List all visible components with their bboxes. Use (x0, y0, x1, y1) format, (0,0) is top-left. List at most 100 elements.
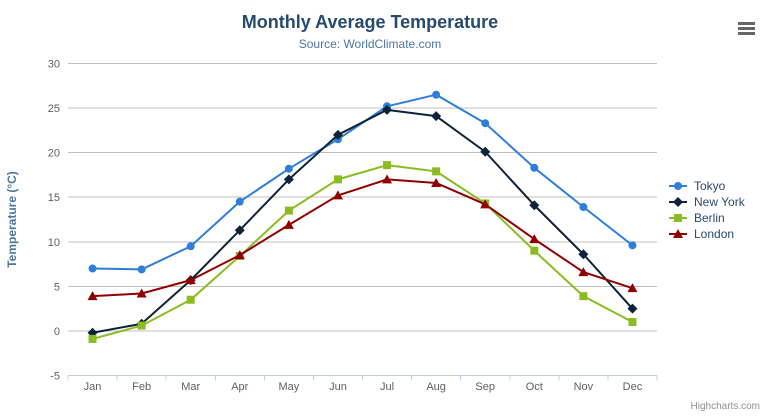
x-axis-label: Sep (475, 381, 495, 393)
legend-label: New York (694, 195, 745, 209)
hamburger-menu-icon (738, 31, 755, 35)
data-point (627, 303, 638, 314)
x-axis-label: Oct (526, 381, 543, 393)
legend-label: London (694, 227, 735, 241)
data-point (578, 267, 589, 277)
chart-subtitle: Source: WorldClimate.com (298, 37, 442, 51)
hamburger-menu-icon (738, 21, 755, 25)
data-point (628, 241, 637, 250)
data-point (382, 174, 393, 184)
series-new-york (87, 104, 638, 338)
series-tokyo (88, 90, 637, 274)
chart-title: Monthly Average Temperature (241, 12, 499, 32)
x-axis-label: Dec (623, 381, 643, 393)
y-axis-label: 20 (48, 148, 60, 160)
data-point (333, 175, 342, 184)
data-point (674, 214, 682, 222)
x-axis-label: Mar (181, 381, 200, 393)
data-point (186, 242, 195, 251)
data-point (628, 318, 637, 327)
x-axis-label: Feb (132, 381, 151, 393)
data-point (185, 275, 196, 285)
data-point (332, 129, 343, 140)
series-line-new-york (92, 108, 634, 334)
legend-label: Berlin (694, 211, 725, 225)
data-point (627, 283, 638, 293)
data-point (234, 225, 245, 236)
data-point (137, 265, 146, 274)
y-axis-label: 15 (48, 192, 60, 204)
data-point (530, 163, 539, 172)
data-point (431, 177, 442, 187)
x-axis-labels: Jan Feb Mar Apr May Jun Jul Aug Sep Oct Nov Dec (84, 381, 643, 393)
x-axis-label: Apr (231, 381, 248, 393)
legend-label: Tokyo (694, 179, 726, 193)
data-point (88, 264, 97, 273)
x-axis-label: Aug (426, 381, 446, 393)
y-axis-labels: -5 0 5 10 15 20 25 30 (48, 59, 60, 383)
axis-lines (67, 375, 658, 381)
y-axis-label: 10 (48, 237, 60, 249)
data-point (529, 200, 540, 211)
data-point (432, 167, 441, 176)
data-point (283, 219, 294, 229)
y-axis-title: Temperature (°C) (5, 171, 19, 268)
data-point (529, 234, 540, 244)
data-point (284, 164, 293, 173)
legend-item-berlin[interactable]: Berlin (667, 210, 745, 226)
data-point (88, 334, 97, 343)
legend-symbol-circle-icon (669, 182, 687, 190)
y-axis-label: 25 (48, 103, 60, 115)
data-point (530, 246, 539, 255)
data-point (480, 199, 491, 209)
credits-link[interactable]: Highcharts.com (690, 401, 760, 412)
legend-item-tokyo[interactable]: Tokyo (667, 178, 745, 194)
y-axis-label: -5 (50, 371, 60, 383)
data-point (578, 249, 589, 260)
hamburger-menu-icon (738, 26, 755, 30)
data-point (136, 288, 147, 298)
y-axis-label: 5 (54, 281, 60, 293)
data-point (284, 206, 293, 215)
y-axis-label: 0 (54, 326, 60, 338)
data-point (382, 104, 393, 115)
data-point (673, 197, 683, 207)
data-point (383, 161, 392, 170)
data-point (579, 203, 588, 212)
data-point (234, 250, 245, 260)
gridlines (68, 63, 657, 376)
series-line-london (92, 178, 633, 298)
legend-symbol-diamond-icon (669, 197, 687, 207)
legend-item-new-york[interactable]: New York (667, 194, 745, 210)
data-point (137, 321, 146, 330)
data-point (480, 146, 491, 157)
x-axis-label: Jun (329, 381, 347, 393)
x-axis-label: Jul (380, 381, 394, 393)
series-line-tokyo (92, 93, 634, 271)
x-axis-label: Nov (574, 381, 594, 393)
data-point (431, 111, 442, 122)
data-point (186, 295, 195, 304)
data-point (432, 90, 441, 99)
series-london (87, 174, 638, 301)
chart-context-menu-button[interactable] (734, 16, 759, 40)
data-point (87, 291, 98, 301)
data-point (235, 197, 244, 206)
data-point (673, 229, 683, 238)
data-point (579, 292, 588, 301)
data-point (283, 174, 294, 185)
x-axis-label: Jan (84, 381, 102, 393)
data-point (332, 190, 343, 200)
series-group (87, 90, 638, 343)
x-axis-label: May (278, 381, 299, 393)
data-point (481, 119, 490, 128)
legend-symbol-triangle-icon (669, 229, 687, 238)
legend-symbol-square-icon (669, 214, 687, 222)
series-line-berlin (92, 164, 633, 340)
legend-item-london[interactable]: London (667, 226, 745, 242)
y-axis-label: 30 (48, 59, 60, 71)
legend: Tokyo New York Berlin London (667, 178, 745, 242)
data-point (674, 182, 682, 190)
